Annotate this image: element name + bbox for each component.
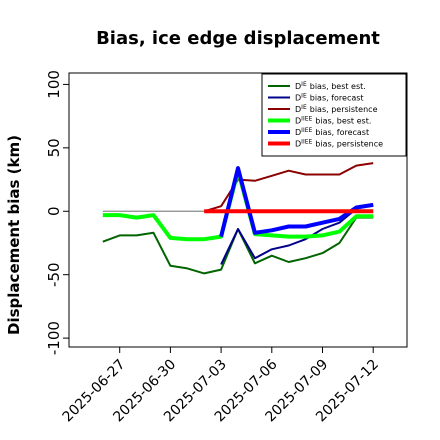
- legend-name: bias, persistence: [315, 140, 383, 149]
- y-tick-label: -100: [45, 321, 63, 355]
- y-tick-label: -50: [45, 262, 63, 287]
- legend-name: bias, forecast: [315, 128, 369, 137]
- legend-name: bias, forecast: [310, 94, 364, 103]
- legend-symbol: D: [295, 82, 301, 91]
- legend-sup: IIEE: [301, 139, 312, 146]
- legend-symbol: D: [295, 105, 301, 114]
- legend-label: DIE bias, persistence: [295, 104, 378, 114]
- y-tick-label: 0: [45, 206, 63, 216]
- legend-sup: IE: [301, 81, 307, 88]
- legend-symbol: D: [295, 128, 301, 137]
- legend-sup: IIEE: [301, 127, 312, 134]
- legend-sup: IE: [301, 93, 307, 100]
- series-line: [220, 203, 374, 265]
- legend-name: bias, best est.: [315, 117, 371, 126]
- legend-symbol: D: [295, 94, 301, 103]
- legend-symbol: D: [295, 140, 301, 149]
- legend-sup: IIEE: [301, 116, 312, 123]
- legend-sup: IE: [301, 104, 307, 111]
- legend-label: DIE bias, best est.: [295, 81, 366, 91]
- legend-symbol: D: [295, 117, 301, 126]
- y-tick-label: 100: [45, 70, 63, 99]
- legend-label: DIIEE bias, persistence: [295, 139, 383, 149]
- legend-label: DIIEE bias, best est.: [295, 116, 371, 126]
- legend-label: DIE bias, forecast: [295, 93, 364, 103]
- y-tick-label: 50: [45, 138, 63, 157]
- legend-name: bias, persistence: [310, 105, 378, 114]
- y-axis-title: Displacement bias (km): [5, 135, 23, 335]
- chart-title: Bias, ice edge displacement: [96, 28, 380, 49]
- plot-frame: [68, 72, 408, 348]
- legend-name: bias, best est.: [310, 82, 366, 91]
- legend-label: DIIEE bias, forecast: [295, 127, 369, 137]
